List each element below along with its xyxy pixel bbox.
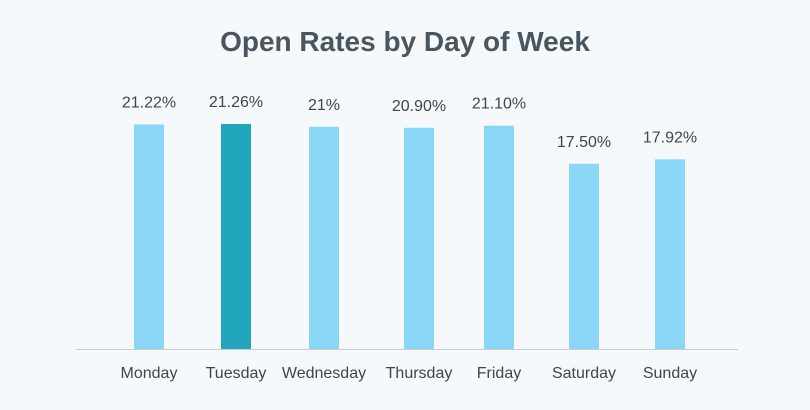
value-label-thursday: 20.90% (392, 98, 446, 115)
bar-tuesday (221, 124, 251, 349)
value-label-saturday: 17.50% (557, 134, 611, 151)
value-label-monday: 21.22% (122, 94, 176, 111)
x-tick-label-tuesday: Tuesday (206, 365, 267, 382)
bar-saturday (569, 163, 599, 349)
value-label-wednesday: 21% (308, 97, 340, 114)
x-tick-label-sunday: Sunday (643, 365, 697, 382)
bar-wednesday (309, 126, 339, 349)
bar-thursday (404, 127, 434, 350)
value-label-friday: 21.10% (472, 96, 526, 113)
x-tick-label-friday: Friday (477, 365, 521, 382)
bar-friday (484, 125, 514, 349)
x-tick-label-monday: Monday (121, 365, 178, 382)
value-label-tuesday: 21.26% (209, 94, 263, 111)
bar-monday (134, 124, 164, 349)
x-tick-label-thursday: Thursday (386, 365, 453, 382)
value-label-sunday: 17.92% (643, 129, 697, 146)
x-tick-label-saturday: Saturday (552, 365, 616, 382)
bar-sunday (655, 159, 685, 349)
chart-title: Open Rates by Day of Week (220, 26, 590, 57)
x-tick-label-wednesday: Wednesday (282, 365, 366, 382)
